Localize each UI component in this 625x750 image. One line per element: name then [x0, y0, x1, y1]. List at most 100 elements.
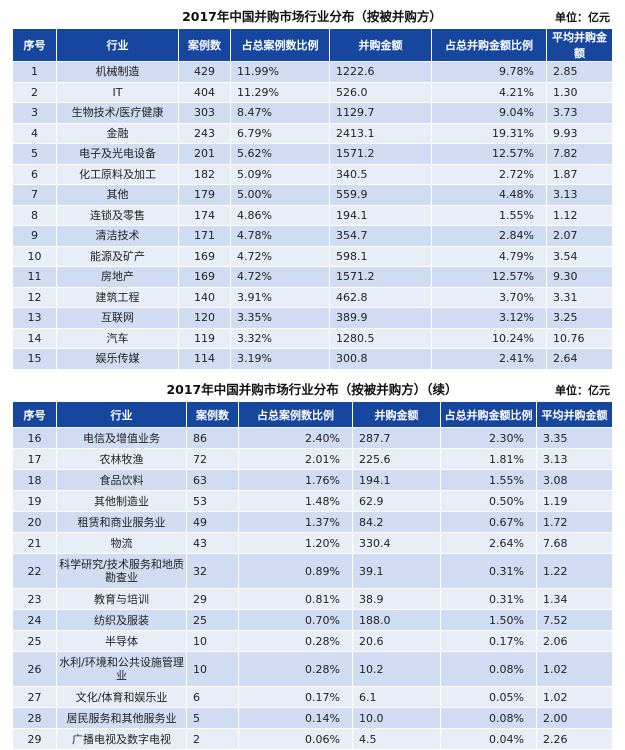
table-cell: 1129.7	[329, 102, 432, 124]
table2: 序号 行业 案例数 占总案例数比例 并购金额 占总并购金额比例 平均并购金额 16 电信及增值…	[12, 401, 613, 750]
table-row: 5 电子及光电设备 201 5.62% 1571.2 12.57% 7.82	[12, 143, 613, 165]
table-cell: 物流	[56, 532, 187, 554]
table-cell: 机械制造	[56, 61, 179, 83]
table-cell: 8	[12, 204, 57, 226]
table-cell: 0.81%	[238, 588, 353, 610]
table-cell: 10	[186, 651, 239, 687]
table2-col-header: 序号	[12, 401, 57, 428]
table-cell: 300.8	[329, 348, 432, 370]
table-cell: 15	[12, 348, 57, 370]
table-cell: 25	[12, 630, 57, 652]
table-cell: 354.7	[329, 225, 432, 247]
table-cell: 纺织及服装	[56, 609, 187, 631]
table-cell: 17	[12, 448, 57, 470]
table-cell: 7.82	[546, 143, 613, 165]
table-cell: 10	[12, 245, 57, 267]
table-cell: 6	[186, 686, 239, 708]
table-cell: 6	[12, 163, 57, 185]
table-cell: 3.13	[546, 184, 613, 206]
table1-col-header: 案例数	[178, 28, 231, 62]
table-cell: 12.57%	[431, 266, 547, 288]
table-cell: 24	[12, 609, 57, 631]
table-cell: 食品饮料	[56, 469, 187, 491]
table1-block: 2017年中国并购市场行业分布（按被并购方） 单位：亿元 序号 行业 案例数 占总案例…	[12, 6, 613, 370]
table-cell: 1571.2	[329, 266, 432, 288]
table-cell: 0.31%	[440, 553, 537, 589]
table-cell: 2.00	[536, 707, 613, 729]
table-cell: 287.7	[352, 427, 441, 449]
table-row: 2 IT 404 11.29% 526.0 4.21% 1.30	[12, 81, 613, 103]
table-cell: 6.79%	[230, 122, 330, 144]
table-cell: 10.2	[352, 651, 441, 687]
table-cell: 330.4	[352, 532, 441, 554]
table2-col-header: 占总案例数比例	[238, 401, 353, 428]
table1-col-header: 占总并购金额比例	[431, 28, 547, 62]
table-cell: 2.64%	[440, 532, 537, 554]
table-cell: 3.25	[546, 307, 613, 329]
table-cell: 14	[12, 327, 57, 349]
table-cell: 22	[12, 553, 57, 589]
table1-col-header: 序号	[12, 28, 57, 62]
table-cell: 房地产	[56, 266, 179, 288]
table-cell: 0.31%	[440, 588, 537, 610]
table-row: 14 汽车 119 3.32% 1280.5 10.24% 10.76	[12, 327, 613, 349]
table-cell: 5	[186, 707, 239, 729]
table-cell: 2.07	[546, 225, 613, 247]
table-cell: 5	[12, 143, 57, 165]
table-cell: 182	[178, 163, 231, 185]
table-cell: 文化/体育和娱乐业	[56, 686, 187, 708]
table-cell: 金融	[56, 122, 179, 144]
table-row: 19 其他制造业 53 1.48% 62.9 0.50% 1.19	[12, 490, 613, 512]
table-cell: 119	[178, 327, 231, 349]
table-cell: 4.48%	[431, 184, 547, 206]
table-cell: 2.85	[546, 61, 613, 83]
table-cell: 0.70%	[238, 609, 353, 631]
table-cell: 169	[178, 266, 231, 288]
table-cell: 汽车	[56, 327, 179, 349]
table1-title: 2017年中国并购市场行业分布（按被并购方）	[182, 9, 442, 24]
table-cell: 174	[178, 204, 231, 226]
table-cell: 1.22	[536, 553, 613, 589]
table-cell: 0.08%	[440, 651, 537, 687]
table-cell: 其他	[56, 184, 179, 206]
table-cell: 1.81%	[440, 448, 537, 470]
table-cell: 526.0	[329, 81, 432, 103]
table1-col-header: 行业	[56, 28, 179, 62]
table-row: 13 互联网 120 3.35% 389.9 3.12% 3.25	[12, 307, 613, 329]
table-cell: 1.12	[546, 204, 613, 226]
table-row: 17 农林牧渔 72 2.01% 225.6 1.81% 3.13	[12, 448, 613, 470]
table-cell: 0.89%	[238, 553, 353, 589]
table-cell: 4.86%	[230, 204, 330, 226]
table-cell: 171	[178, 225, 231, 247]
table-row: 9 清洁技术 171 4.78% 354.7 2.84% 2.07	[12, 225, 613, 247]
table-row: 20 租赁和商业服务业 49 1.37% 84.2 0.67% 1.72	[12, 511, 613, 533]
table-row: 22 科学研究/技术服务和地质勘查业 32 0.89% 39.1 0.31% 1.22	[12, 553, 613, 589]
table-cell: 462.8	[329, 286, 432, 308]
table-cell: 114	[178, 348, 231, 370]
table-cell: 429	[178, 61, 231, 83]
table-cell: 3.19%	[230, 348, 330, 370]
table-cell: 租赁和商业服务业	[56, 511, 187, 533]
table-cell: 19.31%	[431, 122, 547, 144]
table-cell: 404	[178, 81, 231, 103]
table-cell: 连锁及零售	[56, 204, 179, 226]
table-cell: 半导体	[56, 630, 187, 652]
table-cell: 169	[178, 245, 231, 267]
table-cell: 电子及光电设备	[56, 143, 179, 165]
table-cell: 娱乐传媒	[56, 348, 179, 370]
table-cell: 13	[12, 307, 57, 329]
table2-col-header: 行业	[56, 401, 187, 428]
table-cell: 7	[12, 184, 57, 206]
table2-col-header: 并购金额	[352, 401, 441, 428]
table-cell: 21	[12, 532, 57, 554]
table-cell: 1222.6	[329, 61, 432, 83]
table-cell: 4.21%	[431, 81, 547, 103]
table-row: 29 广播电视及数字电视 2 0.06% 4.5 0.04% 2.26	[12, 728, 613, 750]
table-cell: 29	[186, 588, 239, 610]
table2-block: 2017年中国并购市场行业分布（按被并购方）（续） 单位：亿元 序号 行业 案例数占…	[12, 379, 613, 750]
table1-unit: 单位：亿元	[555, 11, 610, 24]
table-cell: 水利/环境和公共设施管理业	[56, 651, 187, 687]
table-cell: 11.99%	[230, 61, 330, 83]
table-cell: 4.5	[352, 728, 441, 750]
table-cell: 6.1	[352, 686, 441, 708]
